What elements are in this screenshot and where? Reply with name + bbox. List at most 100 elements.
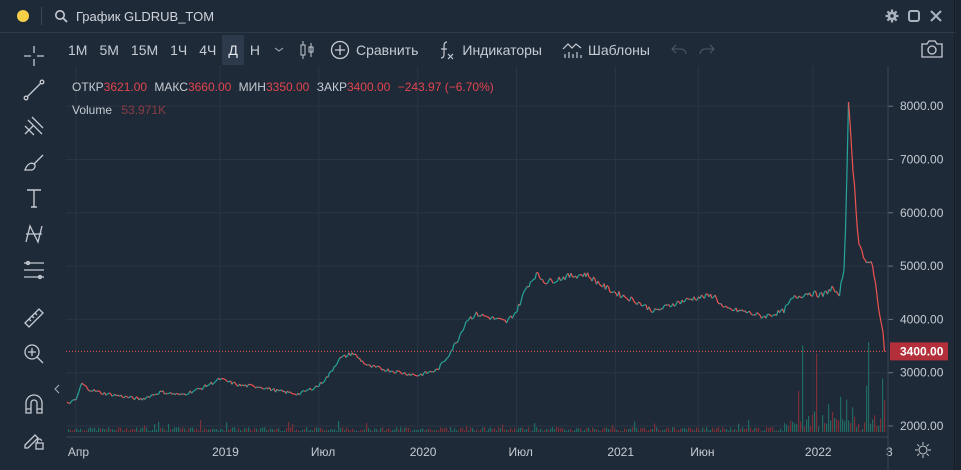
- brush-icon[interactable]: [22, 150, 46, 174]
- volume-bar: [680, 428, 682, 432]
- price-candle: [421, 372, 425, 377]
- pattern-icon[interactable]: [22, 222, 46, 246]
- volume-bar: [188, 428, 190, 432]
- volume-bar: [244, 427, 246, 432]
- price-candle: [204, 384, 207, 388]
- lock-drawings-icon[interactable]: [22, 428, 46, 452]
- window-title[interactable]: График GLDRUB_TOM: [76, 8, 215, 24]
- volume-bar: [790, 420, 792, 432]
- volume-bar: [712, 427, 714, 432]
- volume-bar: [792, 421, 794, 432]
- compare-button[interactable]: Сравнить: [330, 40, 418, 60]
- price-candle: [853, 184, 857, 211]
- x-tick-label: 2021: [607, 445, 634, 459]
- volume-bar: [608, 428, 610, 432]
- volume-bar: [550, 428, 552, 432]
- chevron-down-icon[interactable]: [270, 45, 288, 55]
- volume-bar: [332, 429, 334, 432]
- volume-bar: [88, 428, 90, 432]
- timeframe-4h[interactable]: 4Ч: [199, 42, 217, 58]
- zoom-in-icon[interactable]: [22, 342, 46, 366]
- price-candle: [428, 370, 431, 373]
- volume-bar: [724, 428, 726, 432]
- x-tick-label: 2020: [410, 445, 437, 459]
- status-dot[interactable]: [17, 10, 29, 22]
- price-candle: [283, 390, 287, 394]
- price-candle: [841, 269, 845, 279]
- magnet-icon[interactable]: [22, 392, 46, 416]
- volume-bar: [806, 419, 808, 432]
- trend-line-icon[interactable]: [22, 78, 46, 102]
- camera-icon[interactable]: [921, 40, 943, 58]
- close-icon[interactable]: [929, 9, 943, 23]
- price-candle: [628, 296, 632, 302]
- volume-bar: [704, 429, 706, 432]
- price-candle: [341, 355, 344, 358]
- price-candle: [109, 393, 113, 397]
- chart-settings-icon[interactable]: [914, 441, 932, 459]
- volume-bar: [290, 427, 292, 432]
- volume-bar: [352, 428, 354, 432]
- price-candle: [699, 294, 703, 299]
- price-candle: [761, 316, 764, 319]
- pitchfork-icon[interactable]: [22, 114, 46, 138]
- redo-icon[interactable]: [698, 43, 716, 57]
- search-icon[interactable]: [54, 9, 68, 23]
- maximize-icon[interactable]: [907, 9, 921, 23]
- volume-bar: [732, 430, 734, 432]
- price-candle: [246, 384, 250, 388]
- volume-bar: [644, 428, 646, 432]
- volume-bar: [356, 430, 358, 432]
- undo-icon[interactable]: [670, 43, 688, 57]
- ruler-icon[interactable]: [22, 306, 46, 330]
- price-candle: [649, 309, 653, 313]
- timeframe-day[interactable]: Д: [222, 35, 244, 65]
- volume-bar: [384, 430, 386, 432]
- volume-bar: [544, 430, 546, 432]
- timeframe-1h[interactable]: 1Ч: [170, 42, 188, 58]
- timeframe-15m[interactable]: 15М: [130, 42, 159, 58]
- volume-bar: [752, 430, 754, 432]
- volume-bar: [196, 428, 198, 432]
- indicators-button[interactable]: Индикаторы: [438, 40, 542, 60]
- candles-icon[interactable]: [298, 40, 316, 60]
- volume-bar: [670, 430, 672, 432]
- price-candle: [66, 401, 69, 404]
- volume-bar: [648, 430, 650, 432]
- price-candle: [850, 146, 854, 172]
- gear-icon[interactable]: [885, 9, 899, 23]
- volume-bar: [170, 429, 172, 432]
- collapse-toolbar-icon[interactable]: [54, 384, 60, 394]
- price-candle: [507, 316, 510, 320]
- timeframe-week[interactable]: Н: [249, 42, 260, 58]
- volume-bar: [398, 429, 400, 432]
- volume-bar: [760, 430, 762, 432]
- timeframe-5m[interactable]: 5М: [99, 42, 119, 58]
- volume-bar: [426, 429, 428, 432]
- price-candle: [519, 299, 523, 306]
- templates-button[interactable]: Шаблоны: [562, 41, 650, 59]
- volume-bar: [588, 427, 590, 432]
- crosshair-icon[interactable]: [22, 44, 46, 68]
- fib-levels-icon[interactable]: [22, 258, 46, 282]
- price-candle: [95, 390, 98, 393]
- price-candle: [709, 293, 713, 299]
- close-label: ЗАКР: [316, 80, 347, 94]
- text-icon[interactable]: [22, 186, 46, 210]
- price-candle: [273, 388, 277, 393]
- price-candle: [394, 370, 398, 374]
- price-candle: [116, 394, 119, 397]
- volume-bar: [852, 407, 854, 432]
- price-candle: [534, 272, 538, 280]
- price-candle: [92, 388, 95, 392]
- volume-bar: [372, 430, 374, 432]
- volume-bar: [444, 428, 446, 432]
- volume-bar: [204, 428, 206, 432]
- volume-bar: [586, 428, 588, 432]
- timeframe-1m[interactable]: 1М: [68, 42, 88, 58]
- price-candle: [795, 296, 798, 299]
- price-candle: [729, 307, 732, 310]
- price-candle: [252, 384, 255, 388]
- price-candle: [320, 381, 323, 385]
